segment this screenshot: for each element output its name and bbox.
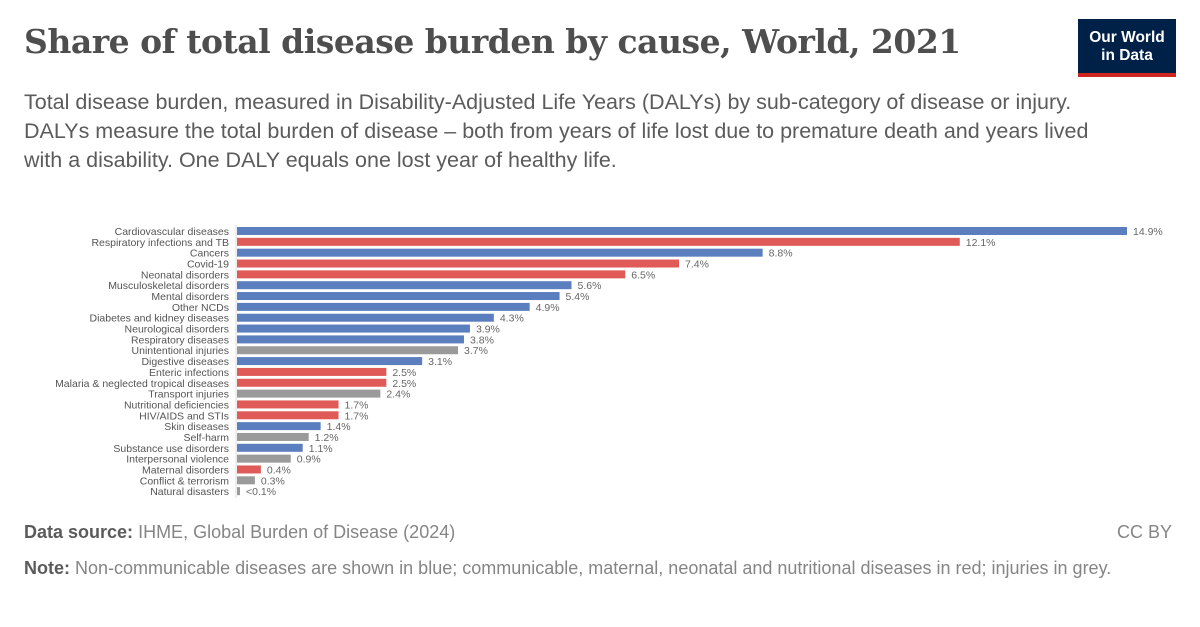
bar[interactable] (237, 346, 459, 355)
value-label: 7.4% (685, 259, 709, 271)
bar[interactable] (237, 248, 763, 257)
category-label: Malaria & neglected tropical diseases (55, 378, 229, 390)
value-label: 1.7% (345, 410, 369, 422)
category-label: Substance use disorders (113, 443, 229, 455)
value-label: 1.4% (327, 421, 351, 433)
bar[interactable] (237, 432, 309, 441)
category-label: Natural disasters (150, 486, 229, 498)
bar[interactable] (237, 292, 560, 301)
value-label: 3.8% (470, 334, 494, 346)
value-label: 8.8% (769, 248, 793, 260)
value-label: 0.9% (297, 454, 321, 466)
category-label: Musculoskeletal disorders (108, 280, 229, 292)
bar[interactable] (237, 422, 321, 431)
bar[interactable] (237, 367, 387, 376)
license[interactable]: CC BY (1116, 522, 1172, 542)
value-label: 2.4% (386, 389, 410, 401)
chart-title: Share of total disease burden by cause, … (24, 22, 961, 61)
bar[interactable] (237, 324, 470, 333)
category-label: Mental disorders (151, 291, 229, 303)
bar[interactable] (237, 281, 572, 290)
category-label: Self-harm (183, 432, 229, 444)
chart-subtitle: Total disease burden, measured in Disabi… (24, 88, 1124, 175)
category-label: Neonatal disorders (141, 269, 229, 281)
bar[interactable] (237, 378, 387, 387)
value-label: 5.6% (577, 280, 601, 292)
bar[interactable] (237, 476, 255, 485)
note-label: Note: (24, 558, 70, 578)
category-label: Cancers (190, 248, 229, 260)
value-label: 6.5% (631, 269, 655, 281)
value-label: 2.5% (392, 378, 416, 390)
bar-chart: Cardiovascular diseases 14.9% Respiratory … (55, 225, 1163, 498)
source-text[interactable]: IHME, Global Burden of Disease (2024) (138, 522, 456, 542)
category-label: Nutritional deficiencies (124, 399, 229, 411)
value-label: 4.9% (536, 302, 560, 314)
source-label: Data source: (24, 522, 134, 542)
owid-logo[interactable]: Our World in Data (1078, 19, 1176, 77)
category-label: Digestive diseases (141, 356, 229, 368)
bar[interactable] (237, 487, 240, 496)
value-label: 3.9% (476, 324, 500, 336)
value-label: 1.2% (315, 432, 339, 444)
bar[interactable] (237, 270, 626, 279)
bar[interactable] (237, 237, 960, 246)
value-label: 3.7% (464, 345, 488, 357)
category-label: Conflict & terrorism (140, 475, 230, 487)
category-label: Diabetes and kidney diseases (89, 313, 229, 325)
bar[interactable] (237, 302, 530, 311)
value-label: 3.1% (428, 356, 452, 368)
bar[interactable] (237, 465, 261, 474)
subtitle-line-1: Total disease burden, measured in Disabi… (24, 90, 1072, 114)
subtitle-line-2: DALYs measure the total burden of diseas… (24, 119, 1089, 172)
category-label: Covid-19 (187, 259, 229, 271)
value-label: 4.3% (500, 313, 524, 325)
bar[interactable] (237, 227, 1127, 235)
value-label: 12.1% (966, 237, 996, 249)
category-label: Respiratory diseases (131, 334, 229, 346)
value-label: 5.4% (566, 291, 590, 303)
category-label: Cardiovascular diseases (115, 226, 229, 238)
logo-line-1: Our World (1089, 29, 1165, 46)
note-text: Non-communicable diseases are shown in b… (75, 558, 1112, 578)
bar[interactable] (237, 357, 423, 366)
bar[interactable] (237, 400, 339, 409)
category-label: Interpersonal violence (126, 454, 229, 466)
bar[interactable] (237, 259, 680, 268)
value-label: 14.9% (1133, 226, 1163, 238)
value-label: 2.5% (392, 367, 416, 379)
category-label: Neurological disorders (125, 324, 229, 336)
value-label: <0.1% (246, 486, 276, 498)
value-label: 0.3% (261, 475, 285, 487)
logo-accent-bar (1078, 73, 1176, 77)
bar[interactable] (237, 335, 464, 344)
value-label: 1.7% (345, 399, 369, 411)
category-label: Other NCDs (172, 302, 229, 314)
bar[interactable] (237, 313, 494, 322)
bar[interactable] (237, 389, 381, 398)
category-label: Unintentional injuries (132, 345, 229, 357)
logo-line-2: in Data (1101, 47, 1153, 64)
category-label: Respiratory infections and TB (91, 237, 229, 249)
category-label: Transport injuries (148, 389, 229, 401)
data-source: Data source: IHME, Global Burden of Dise… (24, 522, 455, 543)
category-label: Enteric infections (149, 367, 229, 379)
value-label: 0.4% (267, 464, 291, 476)
value-label: 1.1% (309, 443, 333, 455)
category-label: Skin diseases (164, 421, 229, 433)
bar[interactable] (237, 411, 339, 420)
note: Note: Non-communicable diseases are show… (24, 556, 1174, 581)
bar[interactable] (237, 454, 291, 463)
bar[interactable] (237, 443, 303, 452)
category-label: Maternal disorders (142, 464, 229, 476)
category-label: HIV/AIDS and STIs (139, 410, 229, 422)
